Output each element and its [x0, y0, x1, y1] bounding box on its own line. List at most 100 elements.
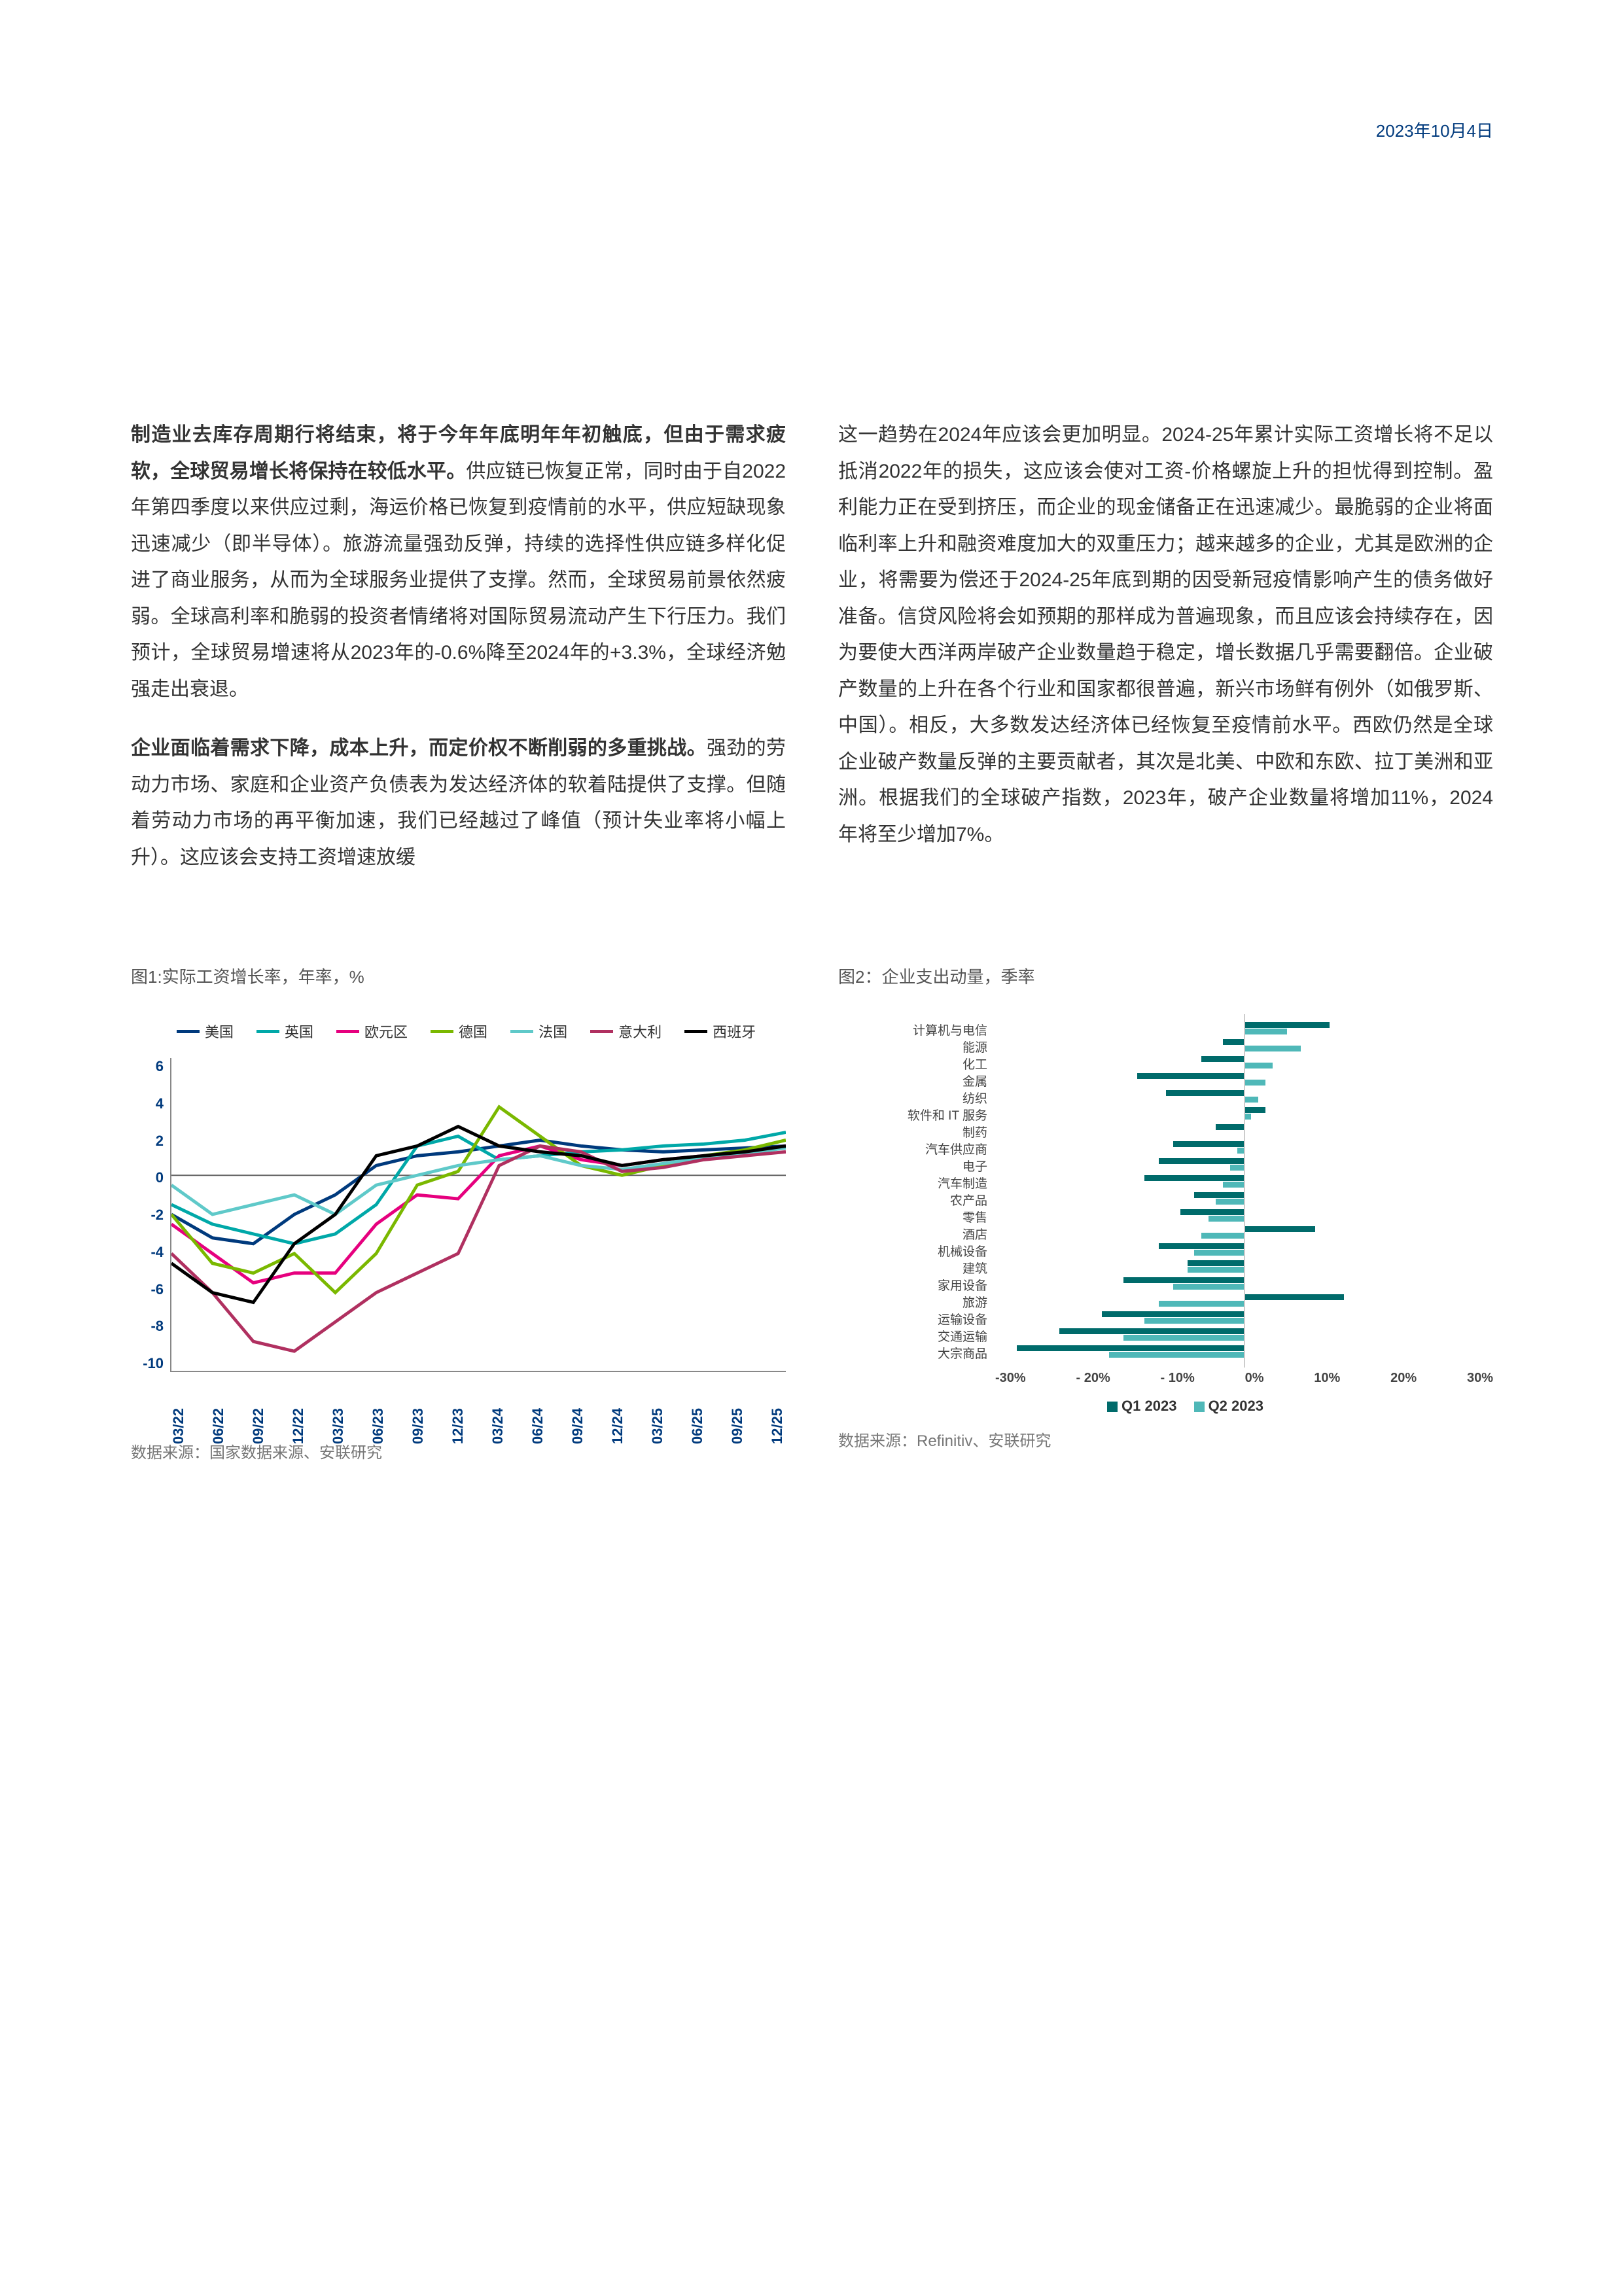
- fig2-bar-q2: [1188, 1267, 1244, 1273]
- fig2-bar-q1: [1194, 1192, 1244, 1198]
- fig2-row: 酒店: [864, 1225, 1493, 1242]
- fig2-legend-q1-label: Q1 2023: [1121, 1398, 1176, 1414]
- x-tick: 06/24: [529, 1408, 546, 1444]
- fig2-bar-q2: [1209, 1216, 1244, 1222]
- y-tick: 2: [134, 1133, 164, 1150]
- paragraph-3: 这一趋势在2024年应该会更加明显。2024-25年累计实际工资增长将不足以抵消…: [838, 417, 1493, 853]
- fig2-row-label: 机械设备: [864, 1242, 995, 1260]
- fig2-row: 家用设备: [864, 1276, 1493, 1293]
- fig2-bar-q2: [1201, 1233, 1244, 1239]
- x-tick: 09/23: [410, 1408, 427, 1444]
- fig2-bar-q1: [1188, 1260, 1244, 1266]
- fig1-legend-item: 德国: [431, 1021, 487, 1042]
- fig2-legend-q2-swatch: [1194, 1402, 1205, 1412]
- fig1-legend-item: 英国: [256, 1021, 313, 1042]
- fig2-x-tick: -30%: [995, 1371, 1026, 1386]
- fig2-bar-q1: [1244, 1226, 1316, 1232]
- fig2-bar-q2: [1244, 1029, 1287, 1034]
- fig2-row-label: 零售: [864, 1208, 995, 1226]
- fig2-bar-q1: [1223, 1039, 1244, 1045]
- fig2-bar-q2: [1237, 1148, 1244, 1154]
- legend-label: 美国: [205, 1021, 234, 1042]
- fig2-bar-q1: [1123, 1277, 1244, 1283]
- figure-2: 图2：企业支出动量，季率 计算机与电信能源化工金属纺织软件和 IT 服务制药汽车…: [838, 964, 1493, 1462]
- y-tick: -8: [134, 1318, 164, 1335]
- fig1-legend-item: 西班牙: [684, 1021, 756, 1042]
- fig1-y-axis: 6420-2-4-6-8-10: [134, 1058, 164, 1372]
- y-tick: -10: [134, 1355, 164, 1372]
- fig2-x-axis: -30%- 20%- 10%0%10%20%30%: [995, 1371, 1493, 1386]
- legend-label: 意大利: [618, 1021, 662, 1042]
- fig2-bar-q1: [1201, 1056, 1244, 1062]
- fig2-bar-q2: [1223, 1182, 1244, 1188]
- fig2-row: 计算机与电信: [864, 1021, 1493, 1038]
- fig2-x-tick: - 10%: [1161, 1371, 1195, 1386]
- fig2-bar-q1: [1244, 1022, 1330, 1028]
- fig2-chart: 计算机与电信能源化工金属纺织软件和 IT 服务制药汽车供应商电子汽车制造农产品零…: [838, 1021, 1493, 1415]
- fig1-legend: 美国 英国 欧元区 德国 法国 意大利 西班牙: [131, 1021, 786, 1042]
- fig2-row: 建筑: [864, 1259, 1493, 1276]
- figure-1: 图1:实际工资增长率，年率，% 美国英国欧元区德国法国意大利西班牙 6420-2…: [131, 964, 786, 1462]
- right-column: 这一趋势在2024年应该会更加明显。2024-25年累计实际工资增长将不足以抵消…: [838, 417, 1493, 898]
- fig2-legend-q1-swatch: [1107, 1402, 1118, 1412]
- p1-rest: 供应链已恢复正常，同时由于自2022年第四季度以来供应过剩，海运价格已恢复到疫情…: [131, 461, 786, 700]
- fig2-bar-q2: [1194, 1250, 1244, 1256]
- legend-label: 欧元区: [364, 1021, 408, 1042]
- fig2-bar-q2: [1173, 1284, 1244, 1290]
- fig2-bar-q1: [1144, 1175, 1244, 1181]
- fig2-bar-q2: [1216, 1199, 1244, 1205]
- fig2-bar-q2: [1159, 1301, 1244, 1307]
- y-tick: 6: [134, 1058, 164, 1075]
- fig2-x-tick: 20%: [1390, 1371, 1417, 1386]
- fig1-svg: [171, 1058, 786, 1371]
- fig2-row: 旅游: [864, 1293, 1493, 1310]
- paragraph-1: 制造业去库存周期行将结束，将于今年年底明年年初触底，但由于需求疲软，全球贸易增长…: [131, 417, 786, 707]
- fig2-row: 制药: [864, 1123, 1493, 1140]
- fig1-chart: 美国 英国 欧元区 德国 法国 意大利 西班牙 6420-2-4-6-8-10 03/220…: [131, 1021, 786, 1426]
- series-line: [171, 1127, 786, 1303]
- fig2-row: 纺织: [864, 1089, 1493, 1106]
- fig2-row-label: 化工: [864, 1055, 995, 1072]
- x-tick: 12/22: [290, 1408, 307, 1444]
- figures-row: 图1:实际工资增长率，年率，% 美国英国欧元区德国法国意大利西班牙 6420-2…: [131, 964, 1493, 1462]
- fig2-row-label: 电子: [864, 1157, 995, 1174]
- fig2-row: 电子: [864, 1157, 1493, 1174]
- x-tick: 12/23: [450, 1408, 467, 1444]
- fig2-row: 汽车供应商: [864, 1140, 1493, 1157]
- y-tick: 4: [134, 1095, 164, 1112]
- fig2-bar-q2: [1244, 1046, 1301, 1051]
- fig2-row-label: 计算机与电信: [864, 1021, 995, 1038]
- x-tick: 12/24: [609, 1408, 626, 1444]
- fig2-row-label: 软件和 IT 服务: [864, 1106, 995, 1123]
- y-tick: -6: [134, 1281, 164, 1298]
- fig2-bar-q1: [1059, 1328, 1244, 1334]
- fig2-title: 图2：企业支出动量，季率: [838, 964, 1493, 988]
- fig2-row-label: 汽车供应商: [864, 1140, 995, 1157]
- fig2-bar-q1: [1216, 1124, 1244, 1130]
- fig2-x-tick: 10%: [1314, 1371, 1340, 1386]
- fig1-x-axis: 03/2206/2209/2212/2203/2306/2309/2312/23…: [170, 1408, 786, 1444]
- fig2-row-label: 运输设备: [864, 1310, 995, 1328]
- fig2-bar-q1: [1173, 1141, 1244, 1147]
- x-tick: 12/25: [769, 1408, 786, 1444]
- fig1-legend-item: 美国: [177, 1021, 234, 1042]
- x-tick: 09/22: [250, 1408, 267, 1444]
- fig2-row: 零售: [864, 1208, 1493, 1225]
- fig2-row-label: 旅游: [864, 1293, 995, 1311]
- x-tick: 03/25: [649, 1408, 666, 1444]
- x-tick: 06/25: [689, 1408, 706, 1444]
- fig2-row: 运输设备: [864, 1310, 1493, 1327]
- legend-line: [177, 1030, 200, 1033]
- legend-label: 西班牙: [713, 1021, 756, 1042]
- fig2-row: 汽车制造: [864, 1174, 1493, 1191]
- fig2-row-label: 家用设备: [864, 1276, 995, 1294]
- fig2-row-label: 建筑: [864, 1259, 995, 1277]
- fig1-plot: 6420-2-4-6-8-10 03/2206/2209/2212/2203/2…: [170, 1058, 786, 1372]
- left-column: 制造业去库存周期行将结束，将于今年年底明年年初触底，但由于需求疲软，全球贸易增长…: [131, 417, 786, 898]
- y-tick: -2: [134, 1207, 164, 1224]
- fig2-bar-q2: [1230, 1165, 1244, 1171]
- fig2-bar-q1: [1017, 1345, 1244, 1351]
- fig2-rows: 计算机与电信能源化工金属纺织软件和 IT 服务制药汽车供应商电子汽车制造农产品零…: [864, 1021, 1493, 1361]
- fig2-bar-q1: [1166, 1090, 1244, 1096]
- legend-label: 法国: [538, 1021, 567, 1042]
